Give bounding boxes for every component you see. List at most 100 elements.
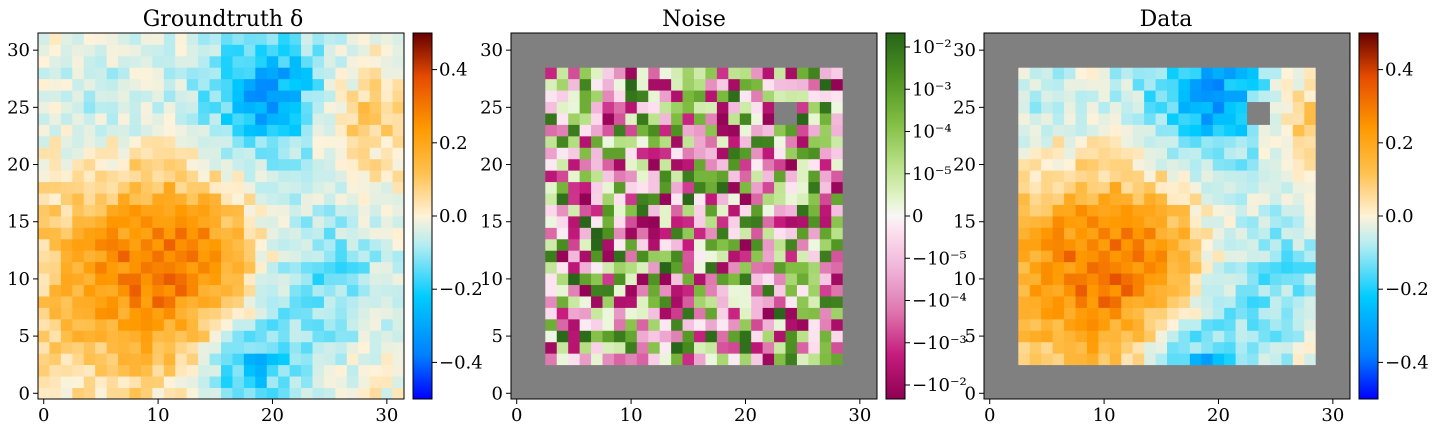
heatmap-cell — [1315, 284, 1328, 297]
heatmap-cell — [1201, 158, 1214, 171]
heatmap-cell — [1018, 147, 1031, 160]
heatmap-cell — [1132, 101, 1145, 114]
heatmap-cell — [1338, 238, 1351, 251]
heatmap-cell — [556, 170, 569, 183]
heatmap-cell — [323, 227, 336, 240]
heatmap-cell — [1189, 101, 1202, 114]
heatmap-cell — [129, 353, 142, 366]
heatmap-cell — [1075, 33, 1088, 45]
heatmap-cell — [392, 44, 405, 57]
heatmap-cell — [511, 364, 523, 377]
heatmap-cell — [1109, 44, 1122, 57]
heatmap-cell — [774, 44, 786, 57]
heatmap-cell — [232, 273, 245, 286]
heatmap-cell — [716, 55, 729, 68]
heatmap-cell — [175, 376, 188, 388]
heatmap-cell — [602, 78, 615, 91]
heatmap-cell — [83, 387, 96, 400]
heatmap-cell — [694, 170, 706, 183]
heatmap-cell — [1235, 330, 1248, 343]
heatmap-cell — [568, 78, 581, 91]
heatmap-cell — [1189, 67, 1202, 80]
heatmap-cell — [751, 55, 764, 68]
heatmap-cell — [728, 353, 741, 366]
heatmap-cell — [751, 376, 764, 388]
heatmap-cell — [1064, 284, 1076, 297]
heatmap-cell — [38, 364, 50, 377]
heatmap-cell — [49, 227, 62, 240]
heatmap-cell — [1132, 181, 1145, 194]
heatmap-cell — [1064, 376, 1076, 388]
heatmap-cell — [625, 364, 638, 377]
heatmap-cell — [335, 193, 348, 205]
heatmap-cell — [95, 238, 108, 251]
heatmap-cell — [1247, 387, 1259, 400]
heatmap-cell — [106, 250, 119, 263]
heatmap-cell — [533, 90, 546, 103]
heatmap-cell — [1178, 296, 1191, 308]
x-tick-label: 20 — [734, 405, 757, 426]
heatmap-cell — [1018, 181, 1031, 194]
heatmap-cell — [522, 67, 535, 80]
heatmap-cell — [392, 284, 405, 297]
heatmap-cell — [1121, 124, 1134, 137]
heatmap-cell — [694, 90, 706, 103]
heatmap-cell — [1121, 318, 1134, 331]
heatmap-cell — [358, 261, 371, 274]
heatmap-cell — [1247, 55, 1259, 68]
heatmap-cell — [739, 227, 752, 240]
heatmap-cell — [694, 353, 706, 366]
heatmap-cell — [602, 250, 615, 263]
heatmap-cell — [209, 147, 222, 160]
heatmap-cell — [186, 124, 199, 137]
heatmap-cell — [175, 78, 188, 91]
heatmap-cell — [762, 78, 775, 91]
heatmap-cell — [694, 238, 706, 251]
heatmap-cell — [323, 284, 336, 297]
heatmap-cell — [831, 227, 844, 240]
heatmap-cell — [1006, 147, 1019, 160]
heatmap-cell — [1109, 341, 1122, 354]
heatmap-cell — [118, 238, 130, 251]
y-tick-label: 20 — [480, 155, 503, 176]
heatmap-cell — [392, 55, 405, 68]
heatmap-cell — [129, 67, 142, 80]
heatmap-cell — [636, 135, 649, 148]
heatmap-cell — [984, 376, 996, 388]
heatmap-cell — [522, 78, 535, 91]
heatmap-cell — [995, 318, 1008, 331]
heatmap-cell — [95, 181, 108, 194]
heatmap-cell — [198, 147, 210, 160]
heatmap-cell — [648, 284, 661, 297]
heatmap-cell — [346, 296, 359, 308]
heatmap-cell — [545, 44, 558, 57]
heatmap-cell — [819, 135, 832, 148]
heatmap-cell — [83, 376, 96, 388]
heatmap-cell — [186, 204, 199, 217]
heatmap-cell — [392, 376, 405, 388]
heatmap-cell — [636, 67, 649, 80]
heatmap-cell — [106, 284, 119, 297]
heatmap-cell — [1178, 78, 1191, 91]
heatmap-cell — [739, 55, 752, 68]
heatmap-cell — [163, 284, 176, 297]
heatmap-cell — [613, 318, 626, 331]
heatmap-cell — [613, 307, 626, 320]
heatmap-cell — [278, 376, 291, 388]
heatmap-cell — [106, 101, 119, 114]
heatmap-cell — [613, 67, 626, 80]
heatmap-cell — [152, 55, 165, 68]
heatmap-cell — [682, 227, 695, 240]
heatmap-cell — [1075, 353, 1088, 366]
heatmap-cell — [831, 135, 844, 148]
heatmap-cell — [186, 353, 199, 366]
heatmap-cell — [533, 353, 546, 366]
heatmap-cell — [232, 250, 245, 263]
heatmap-cell — [1235, 158, 1248, 171]
heatmap-cell — [1018, 330, 1031, 343]
heatmap-cell — [255, 364, 268, 377]
heatmap-cell — [1052, 193, 1065, 205]
heatmap-cell — [346, 147, 359, 160]
heatmap-cell — [243, 90, 256, 103]
heatmap-cell — [255, 330, 268, 343]
